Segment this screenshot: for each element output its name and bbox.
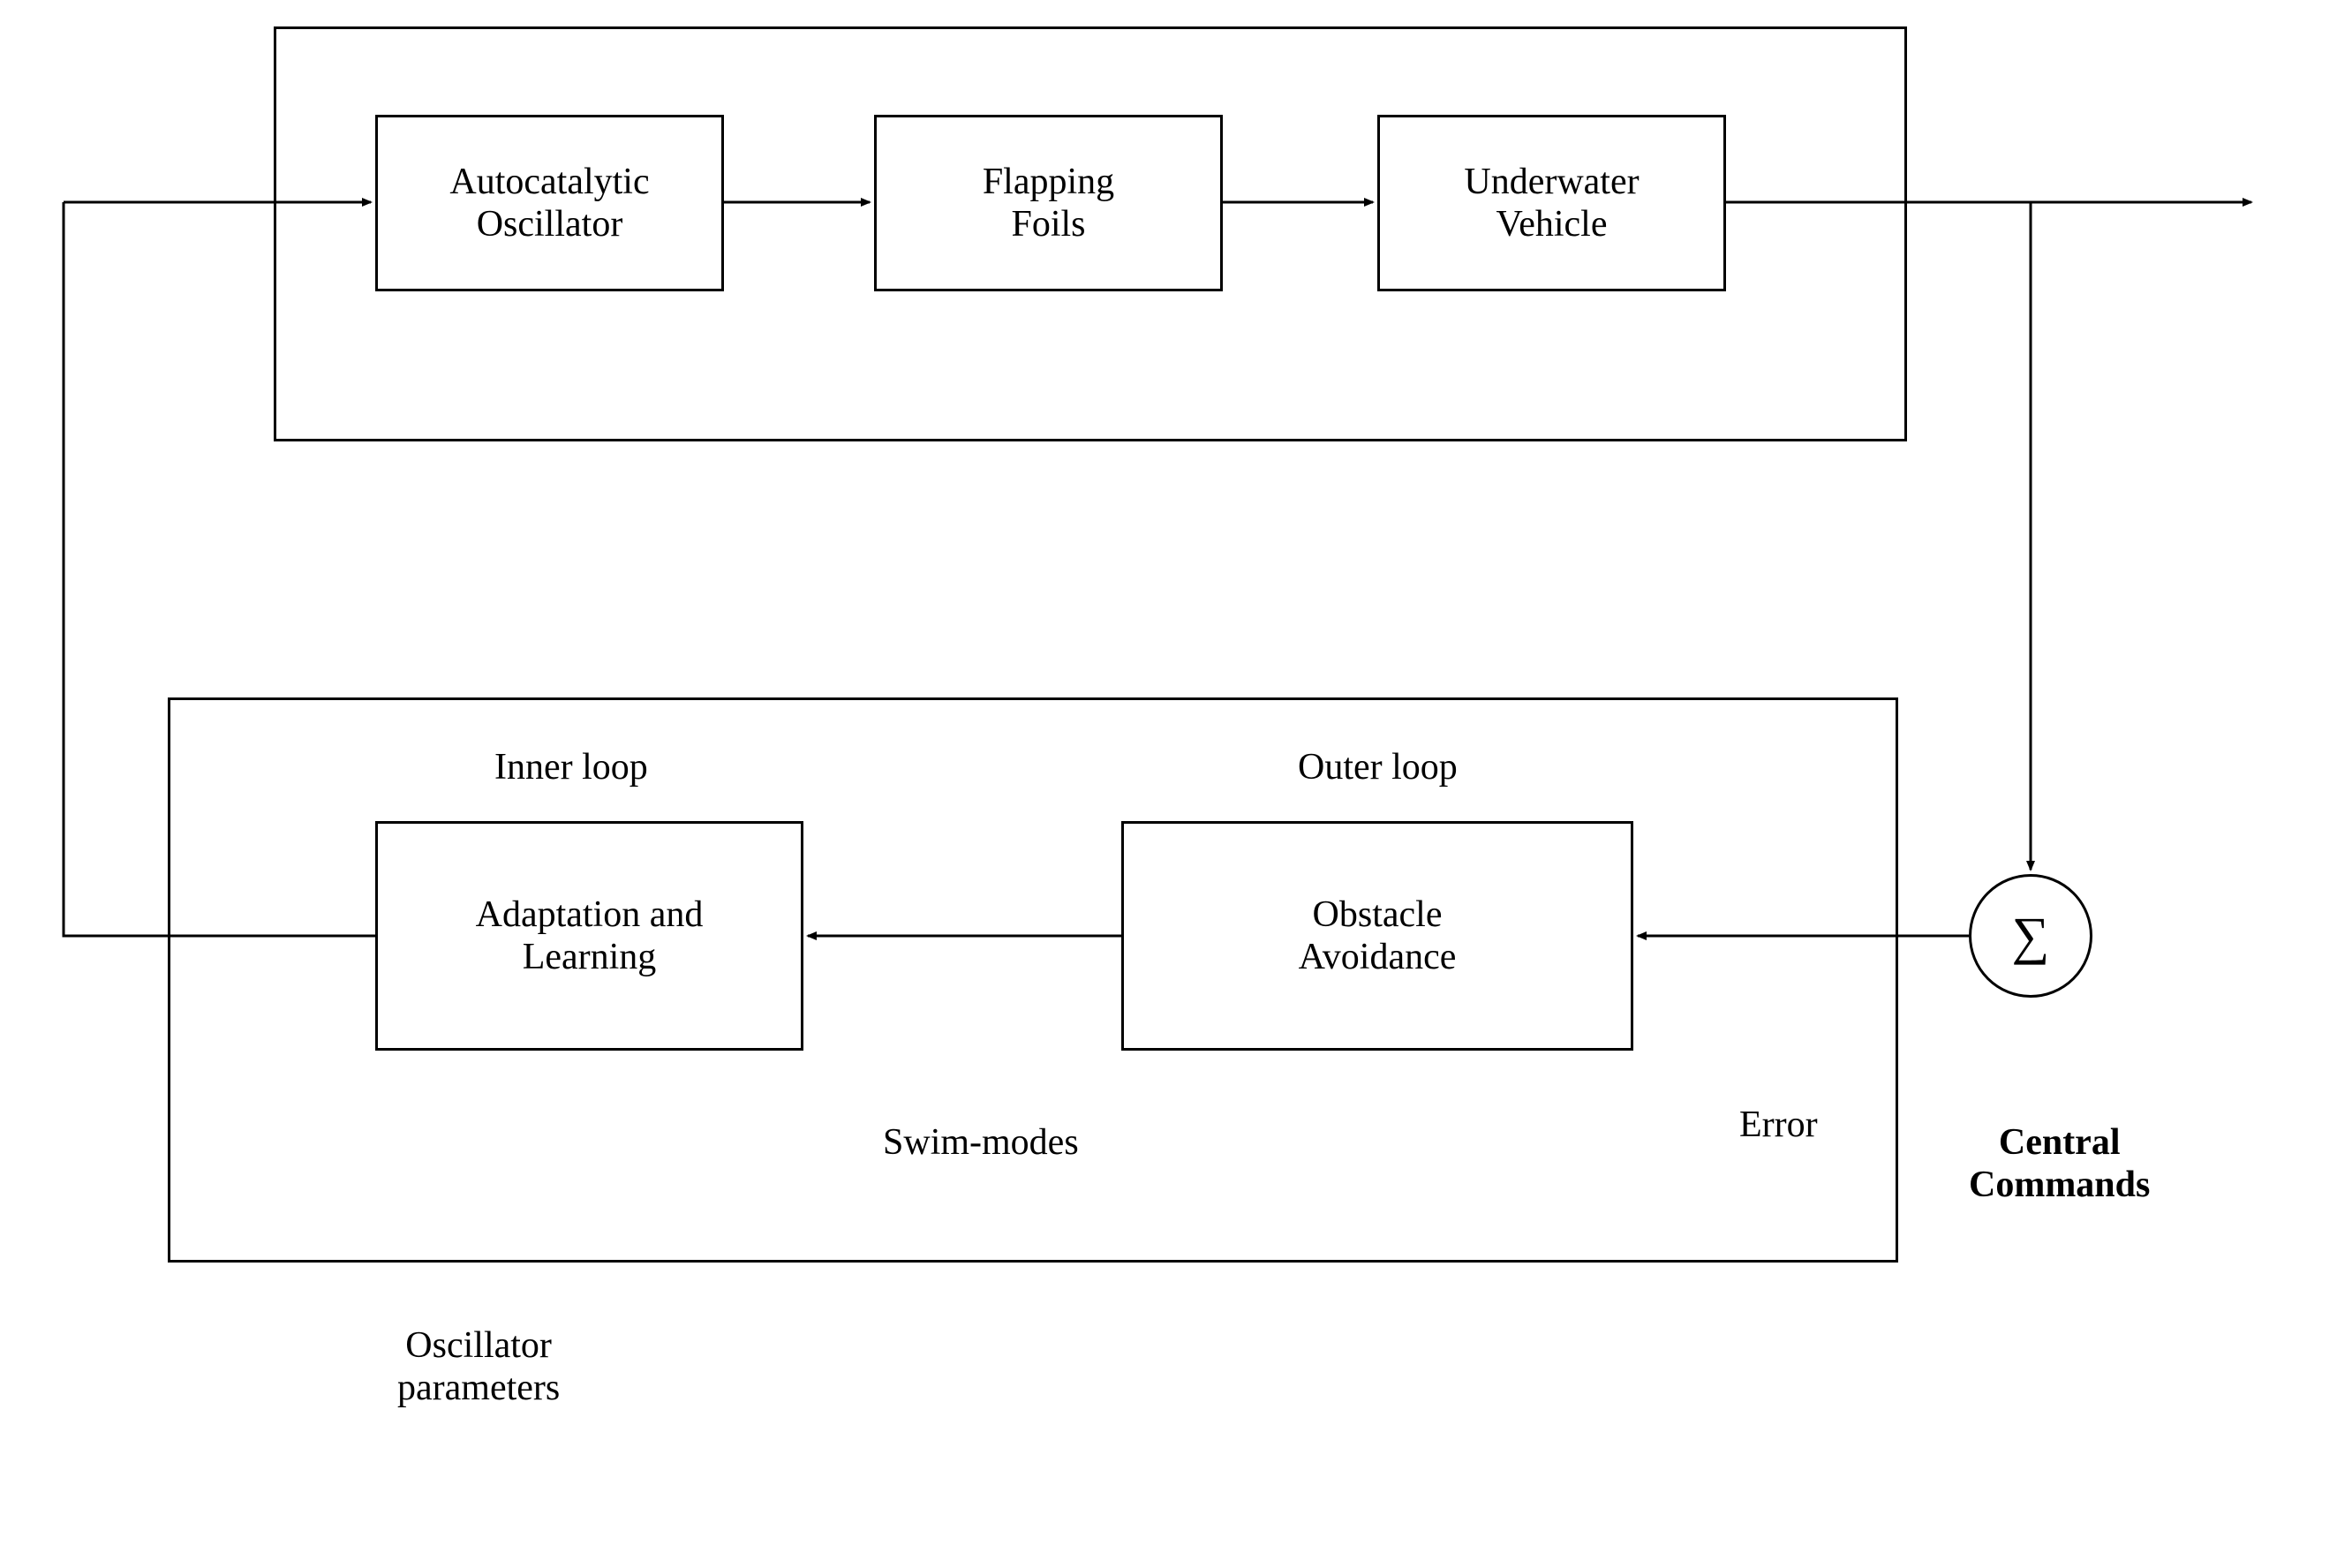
underwater-label: Underwater Vehicle	[1464, 161, 1639, 245]
error-label: Error	[1739, 1104, 1818, 1146]
oscillator-params-label: Oscillator parameters	[397, 1324, 560, 1409]
outer-loop-label: Outer loop	[1298, 746, 1458, 788]
flapping-box: Flapping Foils	[874, 115, 1223, 291]
autocatalytic-label: Autocatalytic Oscillator	[449, 161, 649, 245]
central-commands-label: Central Commands	[1969, 1121, 2150, 1206]
underwater-box: Underwater Vehicle	[1377, 115, 1726, 291]
obstacle-label: Obstacle Avoidance	[1299, 893, 1457, 978]
sigma-node: ∑	[1969, 874, 2092, 998]
autocatalytic-box: Autocatalytic Oscillator	[375, 115, 724, 291]
adaptation-label: Adaptation and Learning	[476, 893, 704, 978]
adaptation-box: Adaptation and Learning	[375, 821, 803, 1051]
inner-loop-label: Inner loop	[494, 746, 648, 788]
flapping-label: Flapping Foils	[983, 161, 1114, 245]
obstacle-box: Obstacle Avoidance	[1121, 821, 1633, 1051]
swim-modes-label: Swim-modes	[883, 1121, 1079, 1164]
sigma-symbol: ∑	[2012, 906, 2050, 967]
